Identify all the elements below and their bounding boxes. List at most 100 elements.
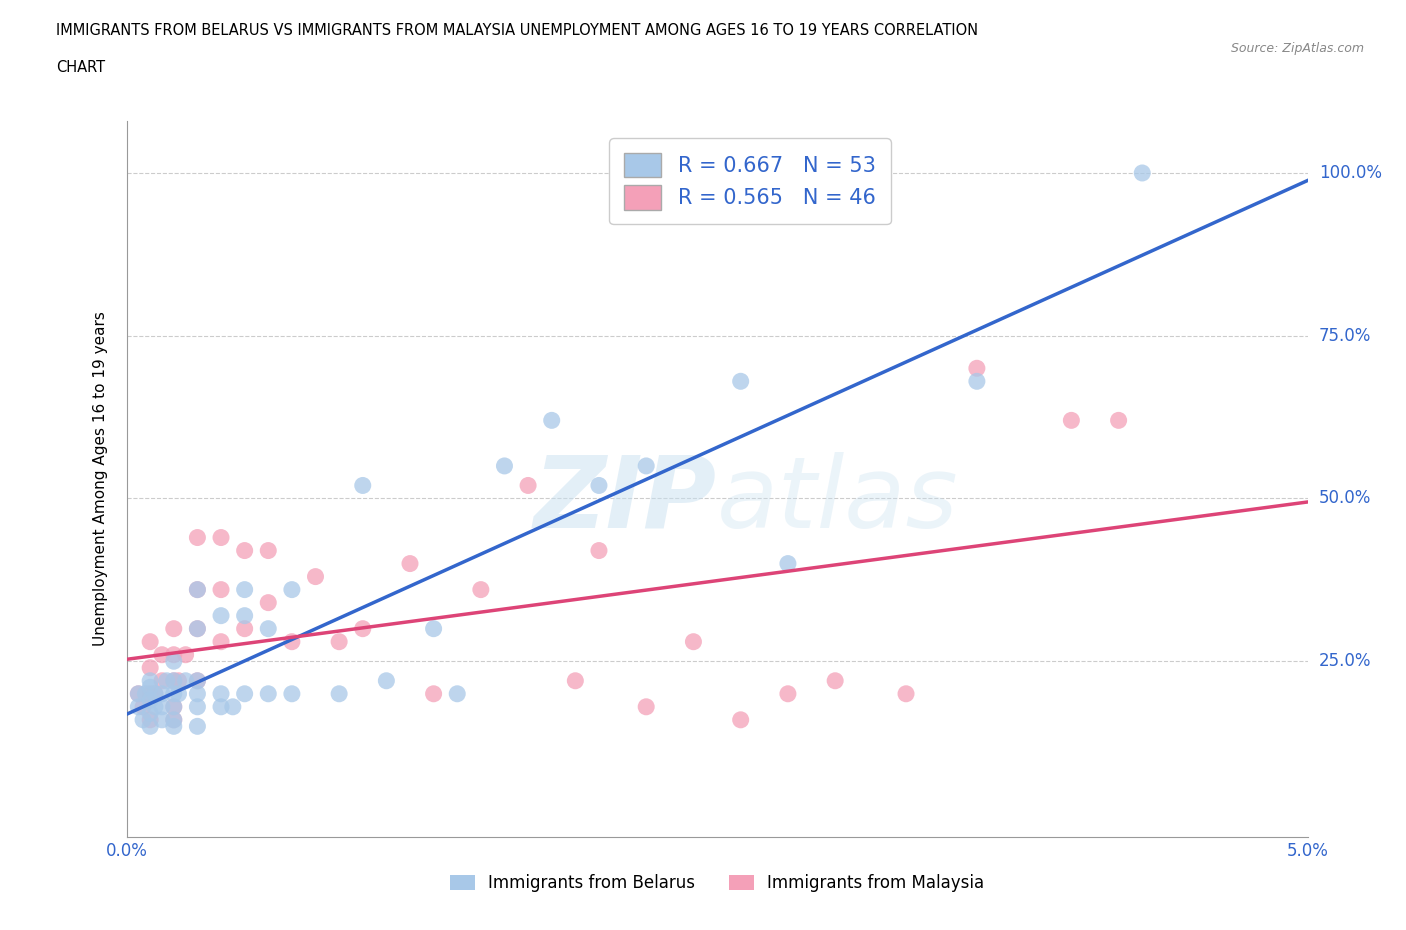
Point [446,686,468,701]
Point [156,673,179,688]
Point [139,693,162,708]
Point [150,712,173,727]
Point [209,634,232,649]
Point [233,686,256,701]
Text: Source: ZipAtlas.com: Source: ZipAtlas.com [1230,42,1364,55]
Point [167,686,190,701]
Point [163,647,186,662]
Point [127,699,149,714]
Point [328,686,350,701]
Point [1060,413,1083,428]
Point [163,699,186,714]
Point [257,595,280,610]
Point [894,686,917,701]
Point [163,673,186,688]
Point [209,608,232,623]
Point [139,706,162,721]
Point [422,686,444,701]
Point [127,686,149,701]
Point [143,699,166,714]
Text: ZIP: ZIP [534,452,717,549]
Point [163,712,186,727]
Text: IMMIGRANTS FROM BELARUS VS IMMIGRANTS FROM MALAYSIA UNEMPLOYMENT AMONG AGES 16 T: IMMIGRANTS FROM BELARUS VS IMMIGRANTS FR… [56,23,979,38]
Point [186,582,208,597]
Text: CHART: CHART [56,60,105,75]
Point [163,699,186,714]
Point [1108,413,1130,428]
Point [150,699,173,714]
Point [139,680,162,695]
Point [399,556,422,571]
Point [209,530,232,545]
Point [352,478,374,493]
Point [233,582,256,597]
Point [233,608,256,623]
Point [1130,166,1153,180]
Point [730,374,752,389]
Point [186,530,208,545]
Point [422,621,444,636]
Point [174,673,197,688]
Point [143,686,166,701]
Point [824,673,846,688]
Text: 50.0%: 50.0% [1319,489,1371,508]
Point [186,621,208,636]
Point [281,582,304,597]
Point [209,582,232,597]
Point [127,686,149,701]
Point [222,699,245,714]
Point [186,686,208,701]
Point [186,673,208,688]
Point [167,673,190,688]
Point [132,699,155,714]
Point [186,621,208,636]
Point [209,686,232,701]
Point [281,634,304,649]
Point [139,634,162,649]
Point [163,654,186,669]
Point [470,582,492,597]
Point [163,686,186,701]
Point [966,374,988,389]
Point [163,621,186,636]
Text: 75.0%: 75.0% [1319,326,1371,345]
Point [540,413,562,428]
Legend: Immigrants from Belarus, Immigrants from Malaysia: Immigrants from Belarus, Immigrants from… [441,866,993,900]
Point [636,458,658,473]
Text: atlas: atlas [717,452,959,549]
Point [134,686,156,701]
Point [304,569,326,584]
Point [257,543,280,558]
Text: 100.0%: 100.0% [1319,164,1382,182]
Point [163,673,186,688]
Y-axis label: Unemployment Among Ages 16 to 19 years: Unemployment Among Ages 16 to 19 years [93,312,108,646]
Point [588,543,610,558]
Point [328,634,350,649]
Point [776,686,799,701]
Point [682,634,704,649]
Point [186,582,208,597]
Point [174,647,197,662]
Point [163,712,186,727]
Point [257,686,280,701]
Point [139,719,162,734]
Point [139,660,162,675]
Point [375,673,398,688]
Point [163,719,186,734]
Point [257,621,280,636]
Point [588,478,610,493]
Point [352,621,374,636]
Point [186,673,208,688]
Point [233,543,256,558]
Point [132,712,155,727]
Point [139,673,162,688]
Point [966,361,988,376]
Point [139,712,162,727]
Point [636,699,658,714]
Point [186,699,208,714]
Text: 25.0%: 25.0% [1319,652,1371,671]
Point [281,686,304,701]
Point [150,686,173,701]
Point [186,719,208,734]
Point [494,458,516,473]
